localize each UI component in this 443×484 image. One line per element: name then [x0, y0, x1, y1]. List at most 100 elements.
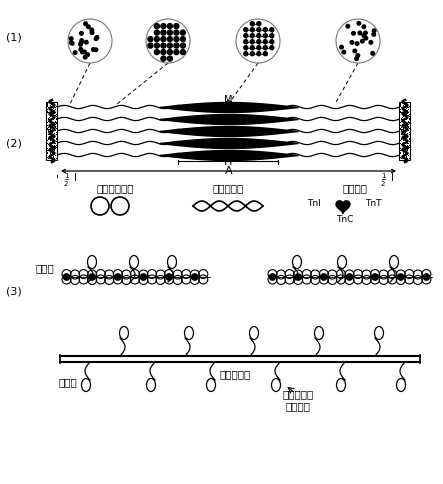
- Circle shape: [180, 38, 186, 43]
- Text: 1
─
2: 1 ─ 2: [381, 173, 385, 186]
- Circle shape: [79, 48, 83, 52]
- Circle shape: [161, 31, 166, 36]
- Circle shape: [161, 44, 166, 49]
- Circle shape: [257, 23, 261, 27]
- Text: I: I: [391, 173, 394, 182]
- Circle shape: [346, 274, 353, 281]
- Circle shape: [372, 33, 376, 37]
- Circle shape: [167, 50, 172, 56]
- Circle shape: [353, 50, 357, 54]
- Circle shape: [80, 32, 83, 36]
- Circle shape: [244, 41, 248, 45]
- Circle shape: [263, 35, 267, 39]
- Circle shape: [257, 29, 261, 32]
- Circle shape: [83, 56, 87, 60]
- Text: TnT: TnT: [365, 199, 381, 208]
- Circle shape: [263, 53, 267, 57]
- Circle shape: [356, 55, 360, 58]
- Text: 粗肌丝: 粗肌丝: [58, 376, 78, 386]
- Text: 肌球蛋白杆: 肌球蛋白杆: [219, 368, 251, 378]
- Text: 肌动蛋白单体: 肌动蛋白单体: [96, 182, 134, 193]
- Circle shape: [174, 44, 179, 49]
- Circle shape: [257, 53, 261, 57]
- Circle shape: [155, 50, 159, 56]
- Circle shape: [161, 50, 166, 56]
- Circle shape: [174, 38, 179, 43]
- Circle shape: [174, 50, 179, 56]
- Circle shape: [166, 274, 172, 281]
- Circle shape: [372, 274, 378, 281]
- Circle shape: [352, 32, 355, 36]
- Circle shape: [269, 274, 276, 281]
- Circle shape: [372, 30, 376, 33]
- Circle shape: [167, 25, 172, 30]
- Circle shape: [369, 42, 373, 45]
- Text: TnC: TnC: [336, 214, 354, 223]
- Circle shape: [161, 25, 166, 30]
- Circle shape: [83, 51, 86, 55]
- Circle shape: [321, 274, 327, 281]
- Circle shape: [371, 52, 374, 56]
- Circle shape: [115, 274, 121, 281]
- Circle shape: [95, 36, 99, 40]
- Circle shape: [257, 41, 261, 45]
- Circle shape: [92, 49, 95, 52]
- Circle shape: [148, 44, 153, 49]
- Circle shape: [63, 274, 70, 281]
- Text: M: M: [224, 95, 233, 105]
- Circle shape: [250, 35, 254, 39]
- Circle shape: [355, 43, 359, 46]
- Circle shape: [174, 31, 179, 36]
- Circle shape: [86, 54, 89, 57]
- Circle shape: [250, 29, 254, 32]
- Circle shape: [167, 38, 172, 43]
- Circle shape: [79, 42, 83, 45]
- Circle shape: [342, 51, 346, 55]
- Circle shape: [161, 57, 166, 62]
- Polygon shape: [336, 201, 350, 214]
- Text: 肌原蛋白: 肌原蛋白: [342, 182, 368, 193]
- Circle shape: [263, 41, 267, 45]
- Circle shape: [90, 32, 94, 35]
- Circle shape: [244, 35, 248, 39]
- Text: (1): (1): [6, 33, 22, 43]
- Text: 原肌球蛋白: 原肌球蛋白: [212, 182, 244, 193]
- Circle shape: [355, 58, 358, 61]
- Circle shape: [180, 50, 186, 56]
- Circle shape: [346, 25, 350, 29]
- Bar: [47, 103, 58, 161]
- Bar: [400, 103, 411, 161]
- Circle shape: [257, 35, 261, 39]
- Circle shape: [270, 35, 274, 39]
- Text: (2): (2): [6, 138, 22, 148]
- Circle shape: [257, 46, 261, 51]
- Circle shape: [250, 23, 254, 27]
- Text: 肌球蛋白头
（横桥）: 肌球蛋白头 （横桥）: [282, 388, 314, 410]
- Circle shape: [94, 49, 98, 52]
- Text: H: H: [224, 157, 233, 166]
- Circle shape: [340, 46, 343, 50]
- Circle shape: [270, 46, 274, 51]
- Circle shape: [90, 29, 93, 32]
- Circle shape: [70, 43, 74, 46]
- Text: (3): (3): [6, 287, 22, 296]
- Circle shape: [174, 25, 179, 30]
- Circle shape: [244, 53, 248, 57]
- Circle shape: [364, 37, 368, 41]
- Circle shape: [244, 29, 248, 32]
- Circle shape: [270, 41, 274, 45]
- Circle shape: [357, 23, 361, 26]
- Circle shape: [362, 35, 365, 38]
- Circle shape: [167, 44, 172, 49]
- Circle shape: [86, 26, 90, 30]
- Circle shape: [140, 274, 147, 281]
- Circle shape: [148, 38, 153, 43]
- Circle shape: [358, 32, 361, 36]
- Circle shape: [398, 274, 404, 281]
- Text: 细肌丝: 细肌丝: [35, 262, 54, 272]
- Text: A: A: [225, 166, 232, 176]
- Circle shape: [155, 38, 159, 43]
- Circle shape: [263, 29, 267, 32]
- Circle shape: [167, 31, 172, 36]
- Circle shape: [89, 274, 95, 281]
